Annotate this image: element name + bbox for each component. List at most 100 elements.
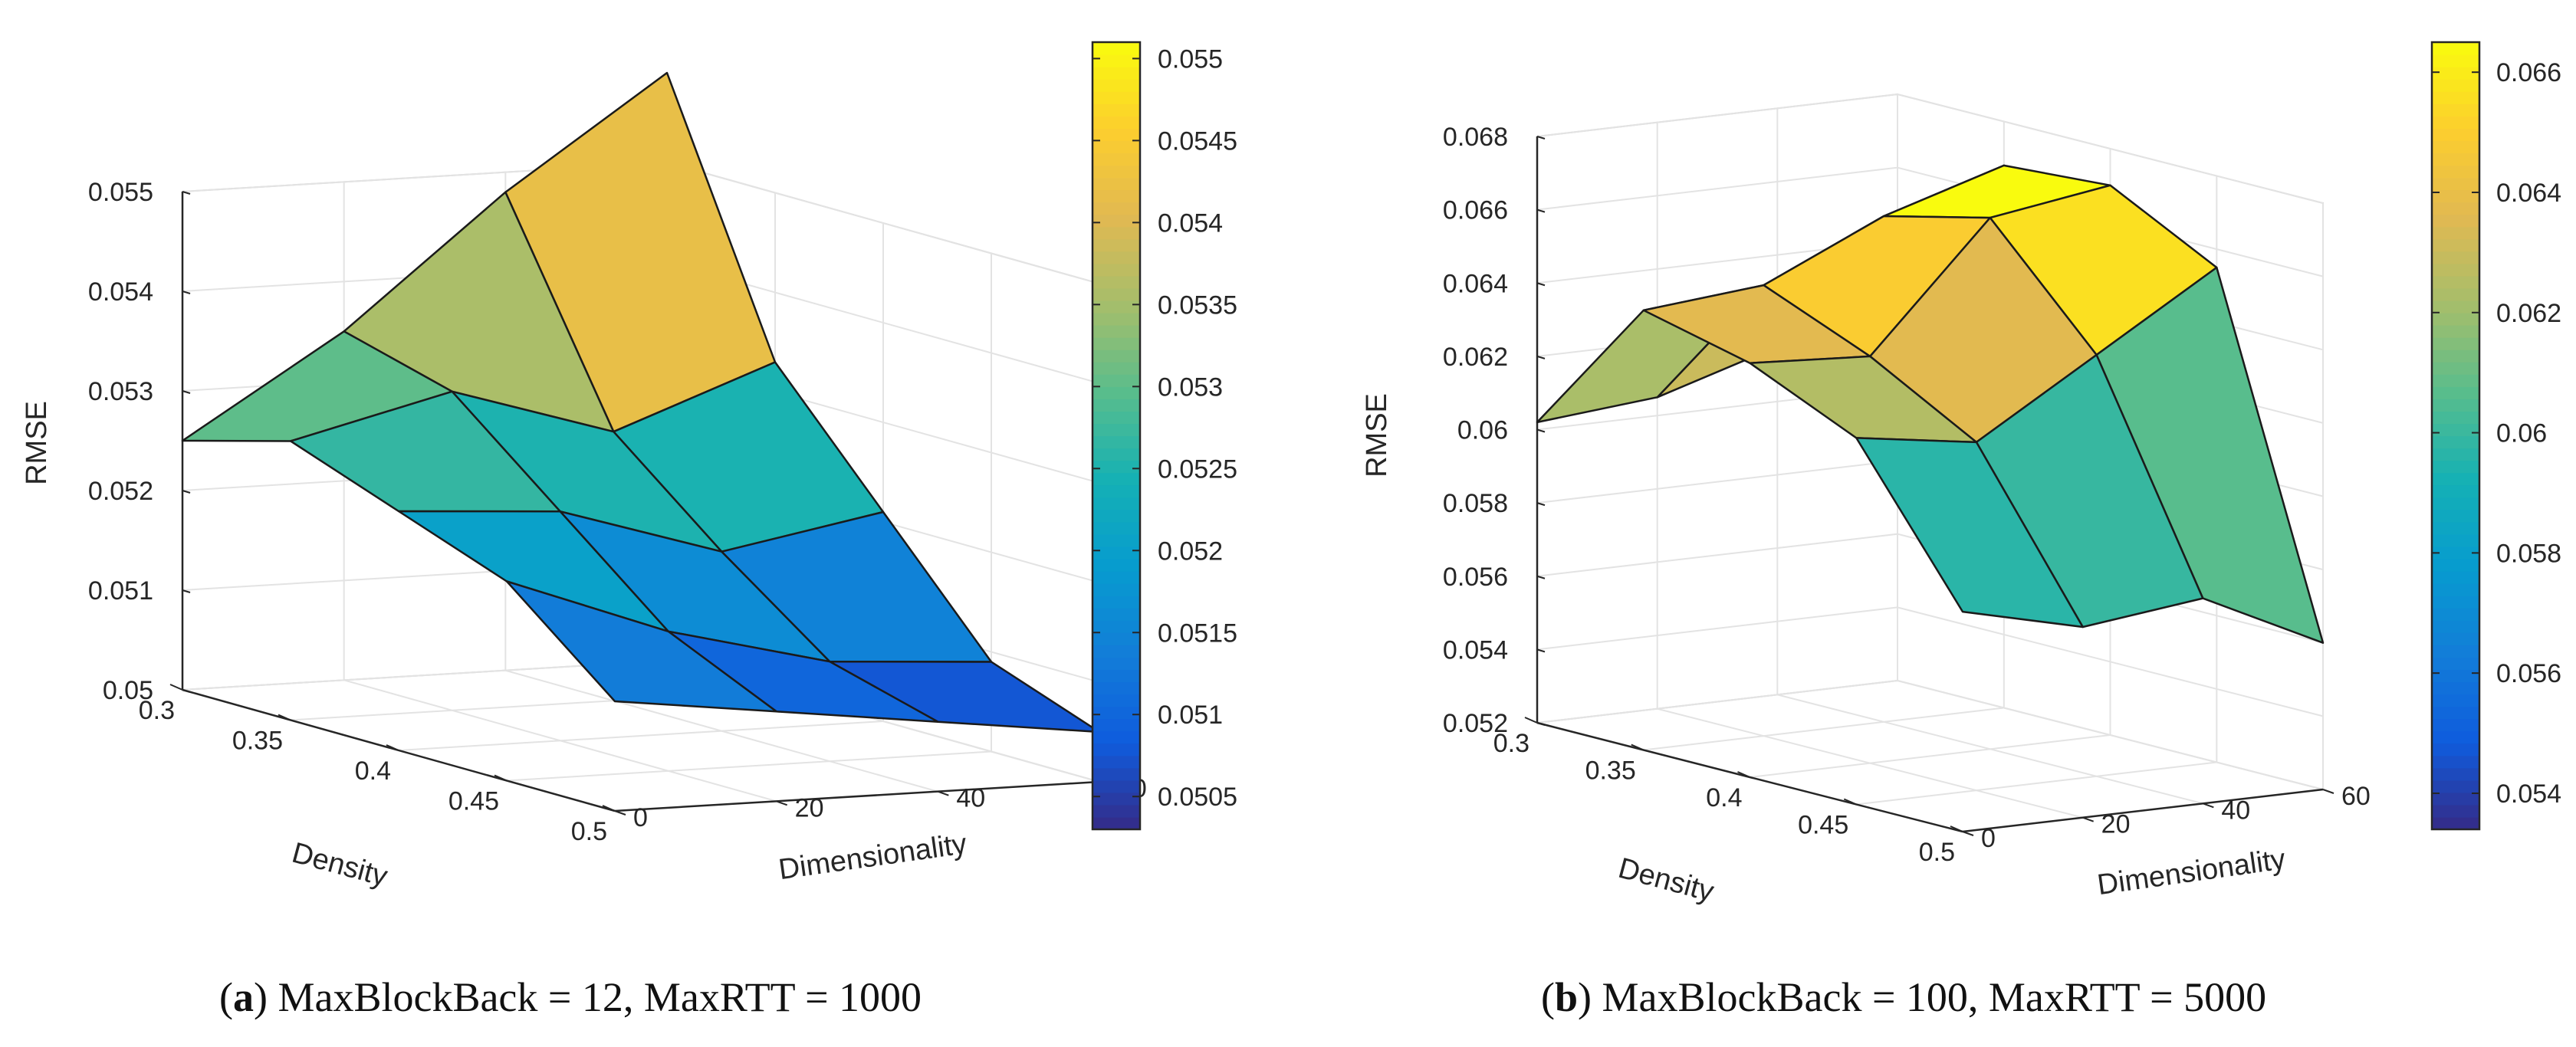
colorbar-segment [2432,423,2479,437]
colorbar-tick-label: 0.051 [1158,701,1223,730]
z-tick-label: 0.055 [88,178,153,207]
x-axis-title: Density [288,837,390,893]
colorbar: 0.0505 0.051 0.0515 0.052 0.0525 0.053 0.0535 0… [1091,41,1237,831]
colorbar-segment [1092,694,1140,707]
x-tick-mark [1737,771,1750,778]
colorbar-segment [1092,177,1140,191]
colorbar-segment [1092,767,1140,781]
colorbar-segment [1092,116,1140,129]
x-axis-title: Density [1615,852,1717,908]
z-tick-label: 0.05 [103,676,153,705]
colorbar-segment [1092,657,1140,670]
colorbar-segment [2432,79,2479,92]
x-tick-label: 0.4 [1706,783,1742,812]
colorbar-segment [1092,238,1140,252]
x-tick-label: 0.45 [449,787,499,816]
colorbar-segment [2432,521,2479,535]
x-tick-label: 0.3 [1493,729,1530,758]
colorbar-segment [1092,300,1140,313]
y-tick-label: 0 [633,803,648,832]
colorbar-segment [2432,681,2479,695]
colorbar-tick-label: 0.062 [2496,299,2561,328]
z-tick-label: 0.054 [1443,635,1508,665]
z-tick-mark [1536,428,1546,433]
colorbar-frame [2430,41,2481,831]
colorbar-segment [2432,54,2479,67]
colorbar-segment [2432,411,2479,425]
x-tick-label: 0.4 [355,757,391,786]
tick-labels: 0.052 0.054 0.056 0.058 0.06 0.062 0.064 0.066 0… [1443,123,2371,867]
colorbar-segment [1092,214,1140,228]
colorbar-segment [2432,497,2479,510]
colorbar-segment [2432,300,2479,313]
y-tick-label: 40 [956,784,985,813]
colorbar-segment [2432,287,2479,301]
z-tick-mark [1536,282,1546,287]
colorbar-segment [1092,251,1140,264]
colorbar-segment [2432,596,2479,609]
colorbar-segment [1092,165,1140,179]
x-tick-mark [386,744,399,751]
y-axis-line [614,780,1100,812]
colorbar-segment [2432,706,2479,720]
y-tick-mark [1962,831,1974,836]
colorbar-segment [1092,718,1140,732]
colorbar-segment [1092,730,1140,744]
z-tick-mark [1536,648,1546,653]
colorbar-segment [2432,460,2479,474]
colorbar-tick-label: 0.058 [2496,539,2561,568]
colorbar-segment [1092,583,1140,596]
colorbar-segment [1092,263,1140,277]
y-axis-title: Dimensionality [777,828,969,886]
colorbar: 0.054 0.056 0.058 0.06 0.062 0.064 0.066 [2430,41,2561,831]
colorbar-segment [2432,214,2479,228]
colorbar-segment [1092,67,1140,80]
colorbar-segment [1092,558,1140,572]
colorbar-segment [1092,816,1140,830]
colorbar-segment [2432,632,2479,645]
tick-labels: 0.05 0.051 0.052 0.053 0.054 0.055 0.3 0.35 0.4 0… [88,178,1147,846]
caption-a: (a) MaxBlockBack = 12, MaxRTT = 1000 [219,974,922,1020]
colorbar-segment [2432,263,2479,277]
caption-a-text: MaxBlockBack = 12, MaxRTT = 1000 [278,974,922,1020]
y-tick-mark [2202,802,2214,809]
x-tick-label: 0.35 [232,727,283,756]
colorbar-segment [1092,386,1140,399]
z-tick-mark [182,290,191,294]
colorbar-segment [1092,91,1140,104]
x-tick-mark [169,684,183,691]
x-tick-mark [278,714,291,721]
colorbar-segment [1092,287,1140,301]
colorbar-segment [2432,238,2479,252]
colorbar-segment [1092,79,1140,92]
colorbar-segment [2432,103,2479,117]
colorbar-segment [1092,497,1140,510]
z-tick-label: 0.062 [1443,343,1508,372]
x-tick-label: 0.5 [1919,838,1955,867]
x-tick-mark [494,774,508,782]
colorbar-segment [2432,730,2479,744]
colorbar-segment [2432,694,2479,707]
colorbar-tick-label: 0.054 [2496,780,2561,809]
x-tick-label: 0.5 [571,817,607,846]
colorbar-segment [2432,91,2479,104]
x-tick-mark [1631,743,1644,751]
colorbar-segment [1092,42,1140,55]
colorbar-tick-label: 0.054 [1158,208,1223,238]
y-tick-label: 60 [2341,782,2371,811]
colorbar-segment [1092,792,1140,806]
colorbar-tick-label: 0.056 [2496,659,2561,688]
colorbar-segment [2432,325,2479,338]
colorbar-segment [1092,128,1140,141]
panel-b: 0.0520.0540.0560.0580.060.0620.0640.0660… [1361,41,2561,908]
colorbar-segment [2432,362,2479,375]
colorbar-segment [1092,632,1140,645]
colorbar-tick-label: 0.0505 [1158,783,1237,812]
y-tick-label: 40 [2221,796,2250,825]
colorbar-segment [2432,620,2479,633]
colorbar-segment [1092,226,1140,240]
y-tick-mark [776,800,788,806]
colorbar-segment [1092,103,1140,117]
colorbar-tick-label: 0.0525 [1158,455,1237,484]
z-tick-mark [1536,208,1546,213]
